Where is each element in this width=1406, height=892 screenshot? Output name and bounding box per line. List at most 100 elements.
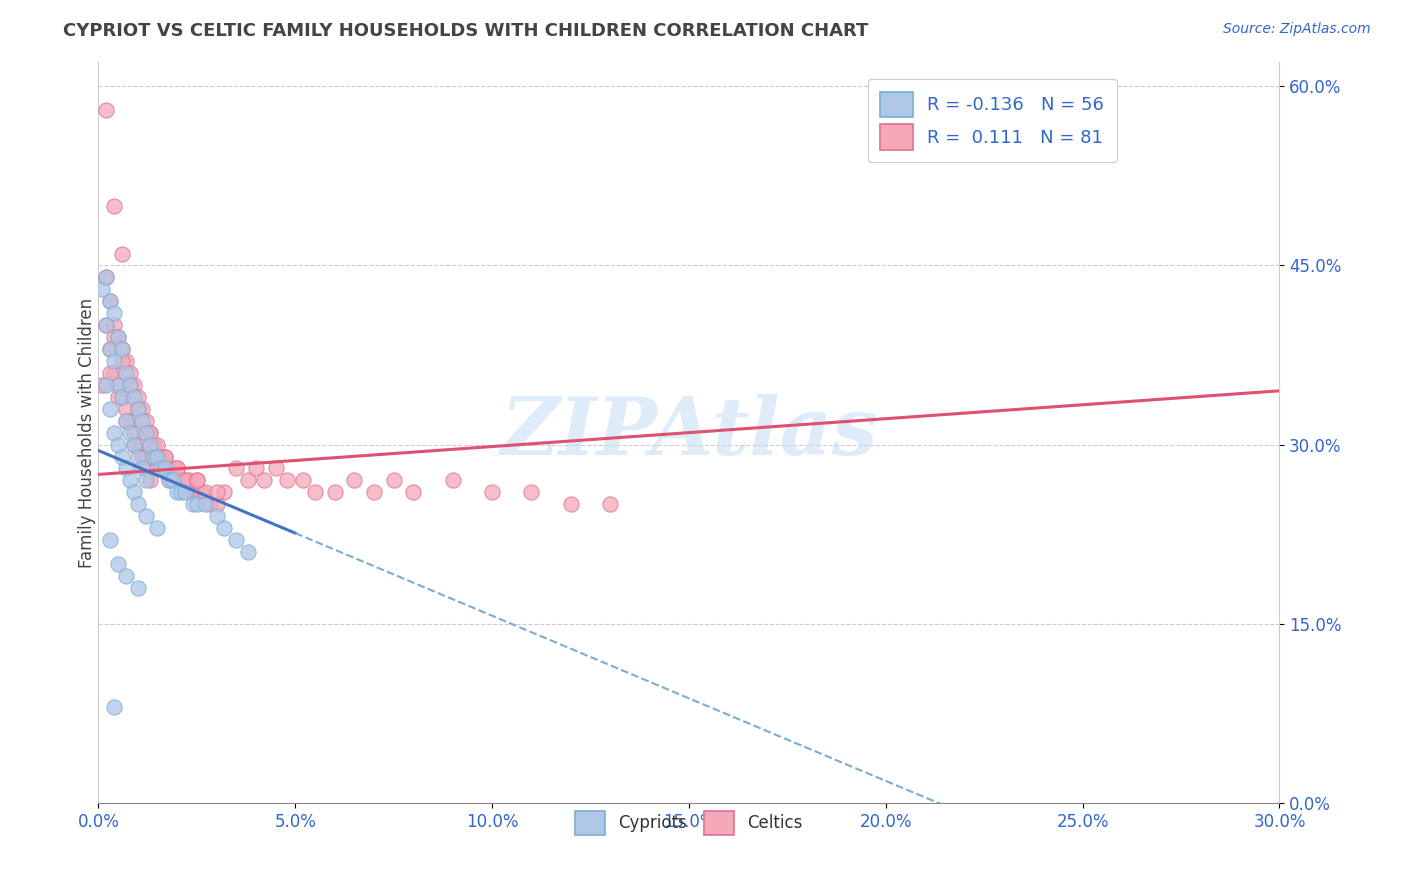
Point [131, 450, 153, 464]
Point [481, 485, 503, 500]
Point [96, 318, 118, 333]
Point [382, 474, 405, 488]
Point [150, 450, 173, 464]
Point [343, 474, 366, 488]
Point [103, 700, 125, 714]
Point [177, 474, 200, 488]
Text: Source: ZipAtlas.com: Source: ZipAtlas.com [1223, 22, 1371, 37]
Point [174, 474, 197, 488]
Point [118, 377, 141, 392]
Point [214, 521, 236, 535]
Point [150, 461, 173, 475]
Point [138, 425, 160, 440]
Point [245, 461, 267, 475]
Point [236, 474, 259, 488]
Point [441, 474, 464, 488]
Point [115, 414, 138, 428]
Point [186, 485, 208, 500]
Point [138, 437, 160, 451]
Point [115, 401, 138, 416]
Point [127, 450, 149, 464]
Point [166, 485, 188, 500]
Point [135, 461, 157, 475]
Point [146, 437, 169, 451]
Point [122, 425, 145, 440]
Point [197, 497, 219, 511]
Point [162, 461, 184, 475]
Point [236, 545, 259, 559]
Point [225, 533, 247, 547]
Point [181, 485, 204, 500]
Point [115, 414, 138, 428]
Point [131, 414, 153, 428]
Point [135, 509, 157, 524]
Point [127, 581, 149, 595]
Point [131, 461, 153, 475]
Point [118, 474, 141, 488]
Point [166, 461, 188, 475]
Point [103, 306, 125, 320]
Point [118, 366, 141, 380]
Point [155, 450, 177, 464]
Point [98, 342, 121, 356]
Point [186, 474, 208, 488]
Point [103, 354, 125, 368]
Point [96, 103, 118, 118]
Point [560, 497, 582, 511]
Point [225, 461, 247, 475]
Point [214, 485, 236, 500]
Point [103, 425, 125, 440]
Point [96, 270, 118, 285]
Legend: Cypriots, Celtics: Cypriots, Celtics [564, 799, 814, 847]
Point [205, 509, 228, 524]
Point [323, 485, 346, 500]
Point [186, 497, 208, 511]
Point [98, 342, 121, 356]
Point [91, 377, 114, 392]
Point [103, 199, 125, 213]
Point [122, 485, 145, 500]
Point [127, 401, 149, 416]
Point [194, 485, 217, 500]
Point [157, 461, 180, 475]
Point [111, 342, 134, 356]
Point [292, 474, 315, 488]
Point [157, 474, 180, 488]
Point [107, 377, 129, 392]
Point [115, 569, 138, 583]
Point [111, 450, 134, 464]
Point [170, 485, 193, 500]
Point [118, 414, 141, 428]
Point [96, 318, 118, 333]
Point [122, 377, 145, 392]
Point [157, 474, 180, 488]
Point [264, 461, 287, 475]
Point [122, 390, 145, 404]
Point [142, 437, 165, 451]
Point [166, 461, 188, 475]
Point [205, 497, 228, 511]
Point [122, 437, 145, 451]
Point [138, 425, 160, 440]
Point [111, 246, 134, 260]
Point [118, 377, 141, 392]
Point [98, 366, 121, 380]
Point [98, 533, 121, 547]
Point [205, 485, 228, 500]
Point [194, 497, 217, 511]
Point [138, 474, 160, 488]
Point [107, 557, 129, 571]
Point [276, 474, 298, 488]
Point [115, 461, 138, 475]
Point [103, 318, 125, 333]
Point [304, 485, 326, 500]
Point [127, 390, 149, 404]
Point [253, 474, 276, 488]
Point [127, 437, 149, 451]
Point [135, 474, 157, 488]
Text: ZIPAtlas: ZIPAtlas [501, 394, 877, 471]
Point [127, 401, 149, 416]
Point [107, 390, 129, 404]
Point [190, 485, 212, 500]
Point [98, 401, 121, 416]
